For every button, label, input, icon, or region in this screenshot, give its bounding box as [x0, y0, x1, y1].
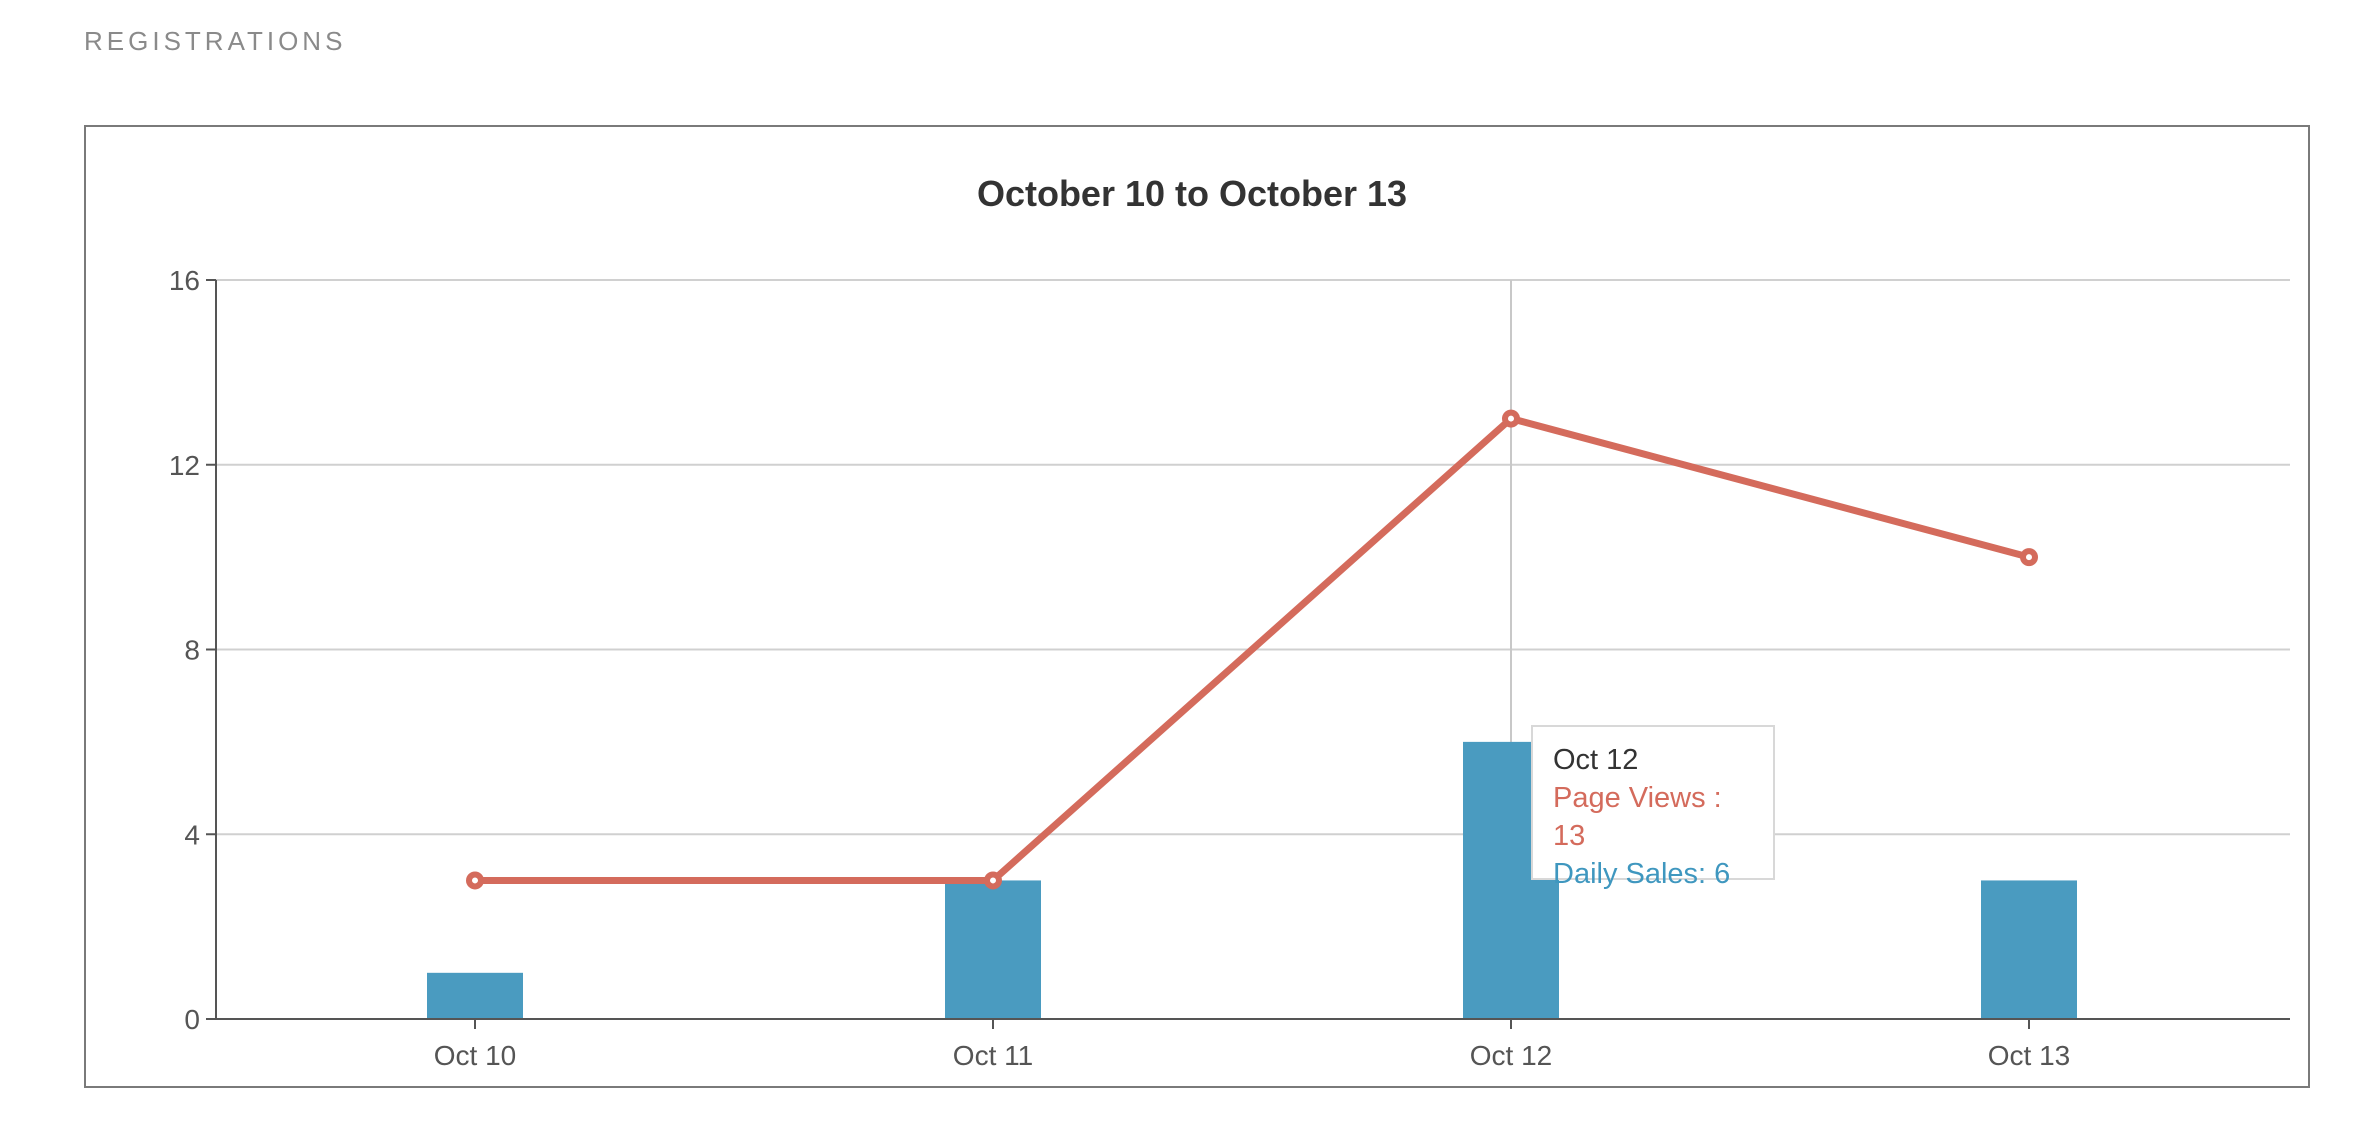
- y-axis-ticks: 0 4 8 12 16: [169, 265, 216, 1035]
- line-point-center: [1508, 415, 1514, 422]
- bar-oct-10[interactable]: [427, 972, 523, 1019]
- tooltip-page-views: Page Views : 13: [1553, 782, 1722, 852]
- x-tick-label: Oct 13: [1988, 1040, 2070, 1071]
- line-series[interactable]: [466, 409, 2038, 890]
- line-point-center: [2026, 554, 2032, 561]
- bar-series[interactable]: [427, 741, 2077, 1019]
- y-tick-label: 4: [184, 819, 200, 850]
- x-axis-ticks: Oct 10 Oct 11 Oct 12 Oct 13: [434, 1019, 2070, 1071]
- page-views-line[interactable]: [475, 415, 2030, 884]
- bar-oct-13[interactable]: [1981, 880, 2077, 1019]
- bar-oct-11[interactable]: [945, 880, 1041, 1019]
- line-point-center: [990, 877, 996, 884]
- y-tick-label: 8: [184, 635, 200, 666]
- y-tick-label: 16: [169, 265, 200, 296]
- grid: [216, 279, 2290, 836]
- line-point-center: [472, 877, 478, 884]
- tooltip-daily-sales: Daily Sales: 6: [1553, 858, 1731, 890]
- x-tick-label: Oct 10: [434, 1040, 516, 1071]
- tooltip-category: Oct 12: [1553, 744, 1639, 776]
- section-label: REGISTRATIONS: [84, 26, 347, 56]
- y-tick-label: 0: [184, 1004, 200, 1035]
- x-tick-label: Oct 11: [953, 1040, 1033, 1071]
- y-tick-label: 12: [169, 450, 200, 481]
- x-tick-label: Oct 12: [1470, 1040, 1552, 1071]
- chart-frame: [84, 125, 2310, 1088]
- tooltip: Oct 12 Page Views : 13 Daily Sales: 6: [1531, 725, 1775, 890]
- chart-title: October 10 to October 13: [977, 173, 1407, 214]
